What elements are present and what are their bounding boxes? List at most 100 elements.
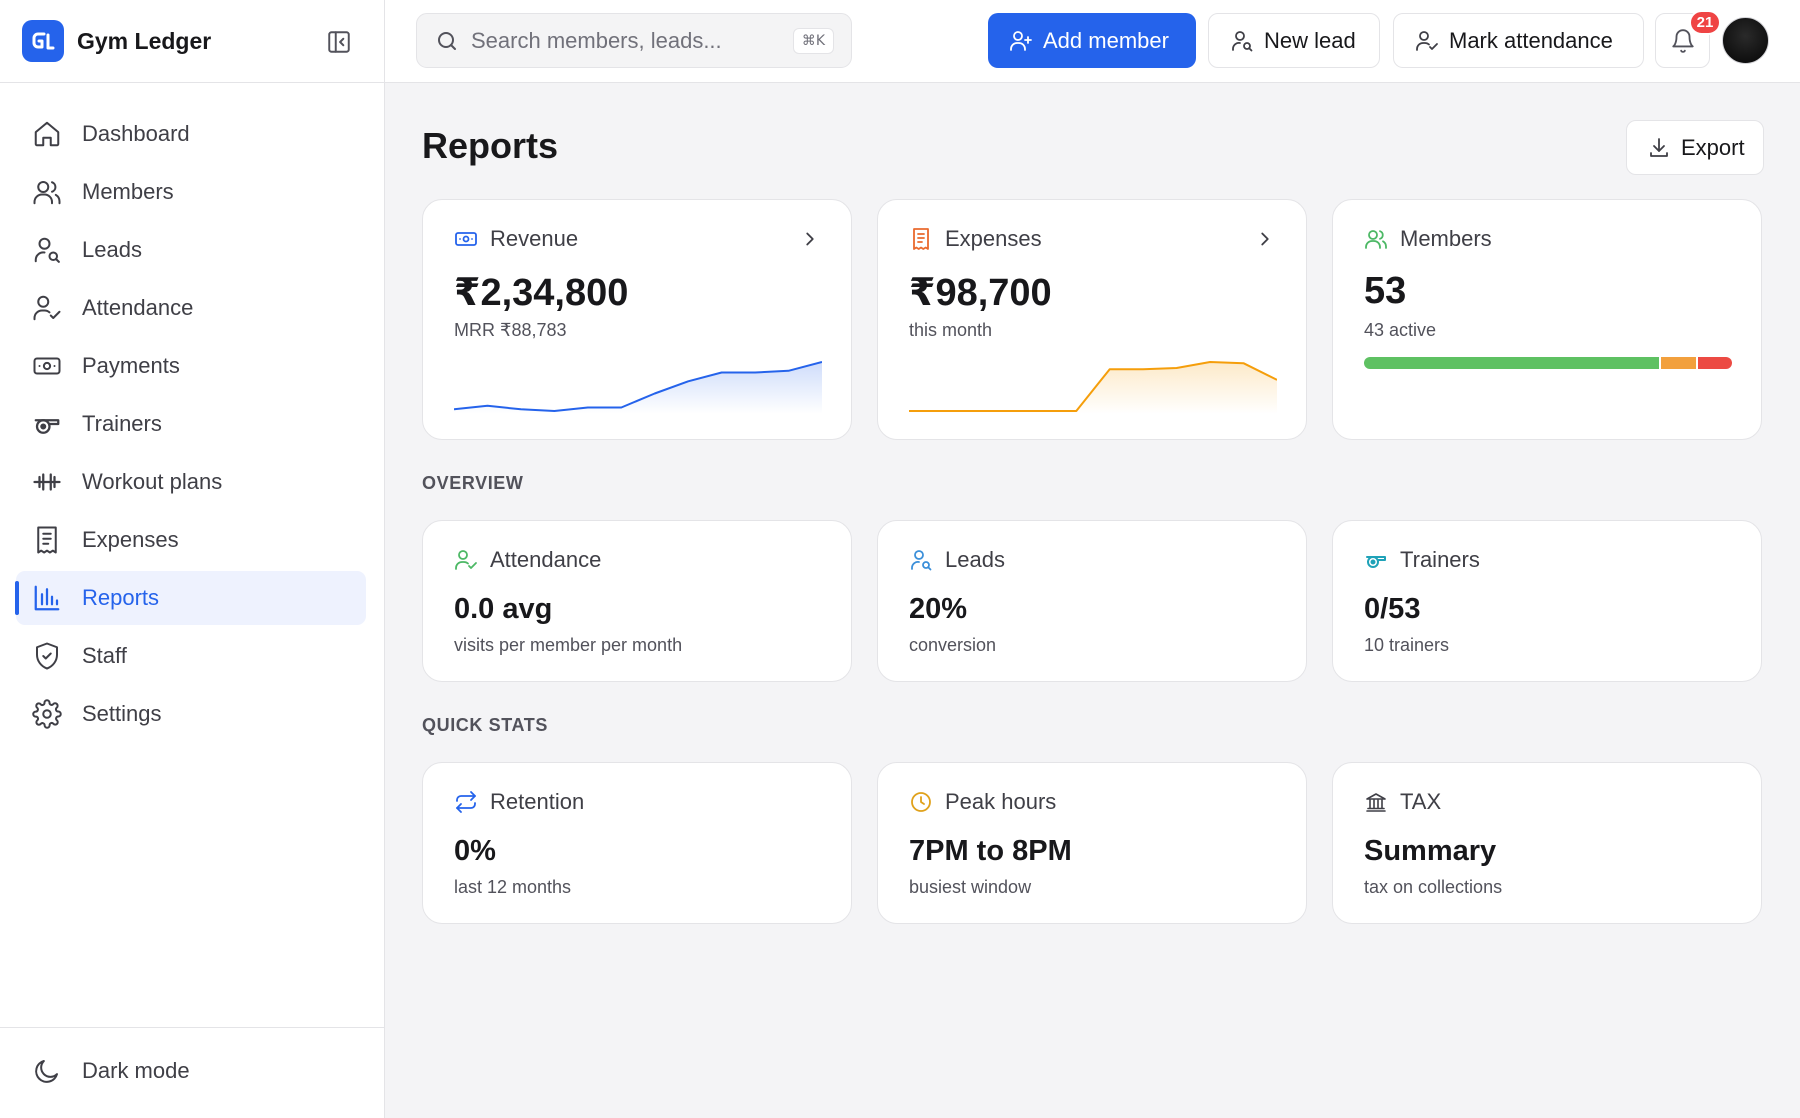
bank-icon [1366,793,1386,812]
sidebar-item-label: Payments [82,353,180,378]
user-search-icon [911,550,932,571]
expenses-value: ₹98,700 [909,272,1052,314]
search-box[interactable]: ⌘K [416,13,852,68]
user-avatar[interactable] [1722,17,1769,64]
whistle-icon [1366,556,1386,568]
new-lead-button[interactable]: New lead [1208,13,1380,68]
chevron-right-icon[interactable] [1254,228,1276,250]
download-icon [1650,137,1668,157]
user-search-icon [34,237,60,263]
retention-card-header: Retention [454,789,584,815]
tax-card[interactable]: TAX Summary tax on collections [1332,762,1762,924]
search-shortcut-hint: ⌘K [792,28,834,54]
search-input[interactable] [471,27,771,54]
bell-icon [1671,28,1694,53]
sidebar-item-expenses[interactable]: Expenses [16,513,366,567]
revenue-sparkline [454,361,822,414]
sidebar-item-reports[interactable]: Reports [15,571,366,625]
leads-card: Leads 20% conversion [877,520,1307,682]
members-active: 43 active [1364,320,1437,340]
sidebar-item-label: Staff [82,643,127,668]
sidebar-item-members[interactable]: Members [16,165,366,219]
tax-sub: tax on collections [1364,877,1503,897]
leads-label: Leads [945,547,1005,572]
attendance-value: 0.0 avg [454,593,553,625]
receipt-icon [913,228,929,250]
members-card: Members 53 43 active [1332,199,1762,440]
sidebar-item-staff[interactable]: Staff [16,629,366,683]
sidebar-item-payments[interactable]: Payments [16,339,366,393]
retention-card: Retention 0% last 12 months [422,762,852,924]
overview-section-label: OVERVIEW [422,473,524,493]
peak-hours-label: Peak hours [945,789,1057,814]
receipt-icon [37,526,57,554]
mark-attendance-label: Mark attendance [1449,27,1613,53]
export-button[interactable]: Export [1626,120,1764,175]
revenue-value: ₹2,34,800 [454,272,629,314]
new-lead-label: New lead [1264,27,1356,53]
chevron-right-icon[interactable] [799,228,821,250]
members-bar-segment-1 [1661,357,1696,369]
members-bar-segment-2 [1697,357,1732,369]
clock-icon [911,792,931,812]
revenue-card[interactable]: Revenue ₹2,34,800 MRR ₹88,783 [422,199,852,440]
tax-value: Summary [1364,835,1497,867]
sidebar-item-label: Members [82,179,174,204]
app-logo[interactable] [22,20,64,62]
sidebar-item-label: Leads [82,237,142,262]
retention-value: 0% [454,835,496,867]
collapse-sidebar-button[interactable] [324,27,354,57]
sidebar-item-label: Attendance [82,295,194,320]
sidebar-nav: Dashboard Members Leads Attendance Payme… [0,83,384,741]
topbar: ⌘K Add member New lead Mark attendance 2… [385,0,1800,83]
user-plus-icon [1010,30,1032,51]
gear-icon [32,699,62,729]
sidebar-item-trainers[interactable]: Trainers [16,397,366,451]
trainers-value: 0/53 [1364,593,1421,625]
trainers-sub: 10 trainers [1364,635,1450,655]
expenses-sparkline [909,361,1277,414]
attendance-card-header: Attendance [454,547,601,573]
members-card-header: Members [1364,226,1492,252]
members-label: Members [1400,226,1492,251]
search-icon [438,31,456,50]
revenue-mrr: MRR ₹88,783 [454,320,567,340]
members-bar-segment-0 [1364,357,1660,369]
sidebar-item-workout-plans[interactable]: Workout plans [16,455,366,509]
dark-mode-label: Dark mode [82,1058,190,1083]
sidebar-item-label: Dashboard [82,121,190,146]
peak-hours-value: 7PM to 8PM [909,835,1072,867]
expenses-card[interactable]: Expenses ₹98,700 this month [877,199,1307,440]
expenses-trend-line [909,361,1277,412]
revenue-card-header: Revenue [454,226,578,252]
sidebar-item-label: Expenses [82,527,179,552]
trainers-card-header: Trainers [1364,547,1480,573]
leads-card-header: Leads [909,547,1005,573]
leads-sub: conversion [909,635,997,655]
retention-sub: last 12 months [454,877,572,897]
dark-mode-toggle[interactable]: Dark mode [32,1056,190,1086]
sidebar-item-dashboard[interactable]: Dashboard [16,107,366,161]
tax-label: TAX [1400,789,1442,814]
export-label: Export [1681,134,1745,160]
sidebar-item-label: Workout plans [82,469,223,494]
revenue-trend-area [454,362,822,414]
sidebar-footer: Dark mode [0,1027,384,1118]
expenses-label: Expenses [945,226,1042,251]
users-icon [1365,230,1387,249]
shield-check-icon [36,642,58,670]
sidebar-item-attendance[interactable]: Attendance [16,281,366,335]
sidebar-item-leads[interactable]: Leads [16,223,366,277]
banknote-icon [455,232,477,246]
sidebar-item-settings[interactable]: Settings [16,687,366,741]
expenses-card-header: Expenses [909,226,1042,252]
notifications-button[interactable]: 21 [1655,10,1721,68]
revenue-trend-line [454,361,822,412]
peak-hours-sub: busiest window [909,877,1032,897]
attendance-sub: visits per member per month [454,635,683,655]
user-check-icon [455,550,477,570]
add-member-label: Add member [1043,27,1169,53]
panel-left-icon [328,31,350,53]
add-member-button[interactable]: Add member [988,13,1196,68]
mark-attendance-button[interactable]: Mark attendance [1393,13,1644,68]
